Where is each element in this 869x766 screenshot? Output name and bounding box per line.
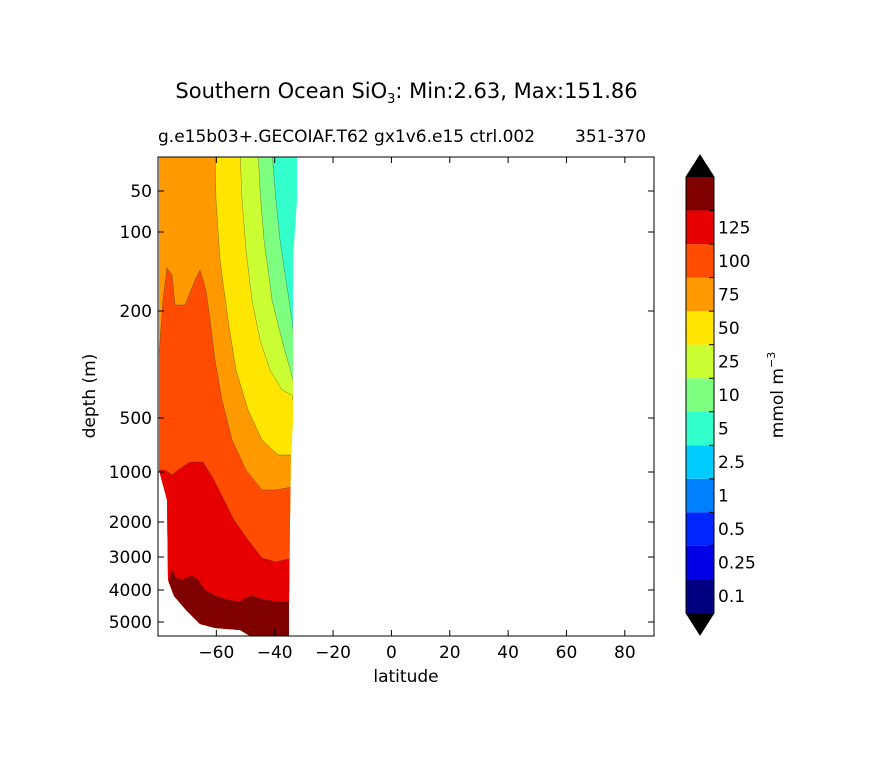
colorbar-segment <box>686 177 714 211</box>
axes: −60 −40 −20 0 20 40 60 80 50 100 200 500 1000 2000 300… <box>80 156 655 687</box>
colorbar-segment <box>686 311 714 345</box>
y-tick-label: 1000 <box>109 463 152 483</box>
y-tick-label: 50 <box>130 182 152 202</box>
colorbar-segment <box>686 579 714 613</box>
colorbar-tick-label: 50 <box>718 319 740 339</box>
colorbar-segment <box>686 210 714 245</box>
y-axis-label: depth (m) <box>80 354 100 439</box>
chart-subtitle-right: 351-370 <box>575 127 647 147</box>
x-axis-label: latitude <box>373 667 438 687</box>
y-tick-label: 100 <box>120 223 152 243</box>
colorbar-segment <box>686 277 714 312</box>
colorbar-tick-label: 1 <box>718 487 729 507</box>
colorbar-extend-max <box>686 155 714 177</box>
title-rest: : Min:2.63, Max:151.86 <box>395 79 638 103</box>
colorbar-tick-label: 5 <box>718 420 729 440</box>
colorbar-segment <box>686 244 714 278</box>
x-tick-label: −20 <box>315 643 351 663</box>
colorbar: 0.1 0.25 0.5 1 2.5 5 10 25 50 75 100 125 mmol m−3 <box>685 154 788 636</box>
chart-subtitle-left: g.e15b03+.GECOIAF.T62 gx1v6.e15 ctrl.002 <box>158 127 536 147</box>
colorbar-segment <box>686 344 714 379</box>
colorbar-segment <box>686 478 714 513</box>
colorbar-tick-label: 0.5 <box>718 520 745 540</box>
x-tick-label: 20 <box>439 643 461 663</box>
x-tick-label: 40 <box>497 643 519 663</box>
title-subscript: 3 <box>387 92 396 108</box>
colorbar-tick-label: 0.1 <box>718 587 745 607</box>
colorbar-tick-label: 75 <box>718 285 740 305</box>
colorbar-outline <box>685 154 715 636</box>
y-tick-label: 200 <box>120 302 152 322</box>
x-tick-label: −40 <box>257 643 293 663</box>
colorbar-tick-label: 25 <box>718 352 740 372</box>
plot-frame <box>157 156 655 637</box>
colorbar-label: mmol m−3 <box>765 352 788 438</box>
x-tick-label: −60 <box>198 643 234 663</box>
colorbar-tick-label: 2.5 <box>718 453 745 473</box>
x-tick-label: 60 <box>556 643 578 663</box>
y-tick-label: 3000 <box>109 548 152 568</box>
y-tick-label: 500 <box>120 409 152 429</box>
x-tick-label: 0 <box>386 643 397 663</box>
colorbar-tick-label: 100 <box>718 252 750 272</box>
colorbar-extend-min <box>686 613 714 635</box>
colorbar-segment <box>686 512 714 546</box>
colorbar-segment <box>686 545 714 580</box>
colorbar-segment <box>686 445 714 479</box>
contour-bands <box>159 157 297 636</box>
colorbar-segment <box>686 378 714 412</box>
title-main: Southern Ocean SiO <box>175 79 388 103</box>
colorbar-tick-label: 10 <box>718 386 740 406</box>
y-tick-label: 5000 <box>109 613 152 633</box>
colorbar-tick-label: 125 <box>718 218 750 238</box>
x-tick-label: 80 <box>614 643 636 663</box>
y-tick-label: 4000 <box>109 581 152 601</box>
y-tick-label: 2000 <box>109 513 152 533</box>
colorbar-tick-label: 0.25 <box>718 554 756 574</box>
chart-title: Southern Ocean SiO3: Min:2.63, Max:151.8… <box>0 79 813 107</box>
colorbar-segment <box>686 411 714 446</box>
